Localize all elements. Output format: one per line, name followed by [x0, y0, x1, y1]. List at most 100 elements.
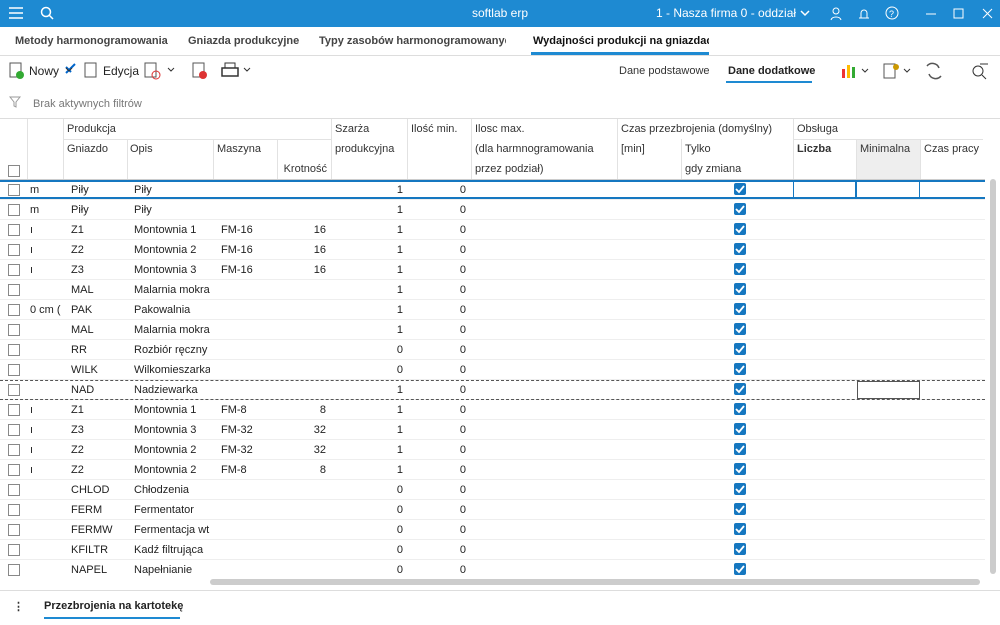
cell[interactable]: MAL — [71, 320, 125, 340]
checkbox-checked[interactable] — [734, 403, 746, 415]
cell[interactable]: FM-16 — [221, 220, 275, 240]
checkbox-checked[interactable] — [734, 563, 746, 575]
cell[interactable]: 0 — [334, 560, 403, 577]
column-header[interactable]: Produkcja — [67, 119, 327, 139]
cell[interactable]: 16 — [280, 260, 326, 280]
row-checkbox[interactable] — [8, 444, 20, 456]
tab-active[interactable]: Wydajności produkcji na gniazdach — [533, 27, 709, 55]
cell[interactable]: ı — [30, 400, 62, 420]
column-header[interactable]: Opis — [130, 139, 210, 159]
cell[interactable]: Montownia 1 — [134, 220, 210, 240]
header-checkbox[interactable] — [8, 165, 20, 177]
cell[interactable]: 0 — [410, 500, 466, 520]
cell[interactable]: 1 — [334, 420, 403, 440]
column-header[interactable]: Ilosc max. — [475, 119, 615, 139]
row-checkbox[interactable] — [8, 364, 20, 376]
cell[interactable]: 0 — [410, 480, 466, 500]
cell[interactable]: RR — [71, 340, 125, 360]
cell[interactable]: 0 — [334, 500, 403, 520]
cell[interactable]: ı — [30, 440, 62, 460]
cell[interactable]: 0 — [410, 540, 466, 560]
row-checkbox[interactable] — [8, 344, 20, 356]
checkbox-checked[interactable] — [734, 283, 746, 295]
cell[interactable]: Z3 — [71, 420, 125, 440]
row-checkbox[interactable] — [8, 524, 20, 536]
checkbox-checked[interactable] — [734, 543, 746, 555]
cell[interactable]: 0 — [410, 240, 466, 260]
column-header[interactable]: Tylko — [685, 139, 785, 159]
checkbox-checked[interactable] — [734, 303, 746, 315]
cell[interactable]: ı — [30, 260, 62, 280]
search-icon[interactable] — [40, 6, 54, 20]
view-basic[interactable]: Dane podstawowe — [619, 63, 710, 79]
scrollbar[interactable] — [210, 579, 980, 585]
column-header[interactable]: przez podział) — [475, 159, 615, 179]
cell[interactable]: 0 — [410, 280, 466, 300]
cell[interactable]: FM-8 — [221, 400, 275, 420]
v-scrollbar[interactable] — [990, 179, 996, 574]
cell[interactable]: ı — [30, 420, 62, 440]
cell[interactable]: 8 — [280, 400, 326, 420]
checkbox-checked[interactable] — [734, 463, 746, 475]
cell[interactable]: KFILTR — [71, 540, 125, 560]
checkbox-checked[interactable] — [734, 423, 746, 435]
cell[interactable]: 1 — [334, 320, 403, 340]
cell[interactable]: ı — [30, 220, 62, 240]
row-checkbox[interactable] — [8, 264, 20, 276]
column-header[interactable]: produkcyjna — [335, 139, 405, 159]
cell[interactable]: 32 — [280, 420, 326, 440]
row-checkbox[interactable] — [8, 544, 20, 556]
cell[interactable]: FM-8 — [221, 460, 275, 480]
checkbox-checked[interactable] — [734, 203, 746, 215]
cell[interactable]: 0 — [334, 360, 403, 380]
cell[interactable]: 0 — [410, 520, 466, 540]
cell[interactable]: CHLOD — [71, 480, 125, 500]
cell[interactable]: 1 — [334, 280, 403, 300]
cell[interactable]: 0 — [334, 520, 403, 540]
cell[interactable]: 0 — [410, 360, 466, 380]
edit-button[interactable]: Edycja — [103, 63, 139, 79]
cell[interactable]: Montownia 3 — [134, 420, 210, 440]
column-header[interactable]: Obsługa — [797, 119, 857, 139]
cell[interactable]: 0 — [410, 460, 466, 480]
checkbox-checked[interactable] — [734, 483, 746, 495]
cell[interactable]: 8 — [280, 460, 326, 480]
cell[interactable]: 1 — [334, 200, 403, 220]
cell[interactable]: Pakowalnia — [134, 300, 210, 320]
chevron[interactable] — [800, 9, 810, 17]
cell[interactable]: 1 — [334, 240, 403, 260]
row-checkbox[interactable] — [8, 324, 20, 336]
checkbox-checked[interactable] — [734, 243, 746, 255]
cell[interactable]: 16 — [280, 240, 326, 260]
cell[interactable]: 16 — [280, 220, 326, 240]
cell[interactable]: Z1 — [71, 220, 125, 240]
cell[interactable]: Chłodzenia — [134, 480, 210, 500]
cell[interactable]: FM-32 — [221, 420, 275, 440]
tab[interactable]: Gniazda produkcyjne — [188, 27, 299, 55]
cell[interactable]: 0 cm ( — [30, 300, 62, 320]
cell[interactable]: Montownia 2 — [134, 460, 210, 480]
cell[interactable]: Wilkomieszarka — [134, 360, 210, 380]
column-header[interactable]: Krotność — [277, 159, 327, 179]
cell[interactable]: Montownia 1 — [134, 400, 210, 420]
cell[interactable]: Piły — [134, 200, 210, 220]
row-checkbox[interactable] — [8, 224, 20, 236]
cell[interactable]: 0 — [410, 560, 466, 577]
cell[interactable]: FM-16 — [221, 240, 275, 260]
cell[interactable]: 1 — [334, 400, 403, 420]
column-header[interactable]: [min] — [621, 139, 679, 159]
row-checkbox[interactable] — [8, 484, 20, 496]
cell[interactable]: 0 — [410, 420, 466, 440]
cell[interactable]: 0 — [410, 300, 466, 320]
more-icon[interactable]: ⋮ — [13, 600, 24, 614]
company[interactable]: 1 - Nasza firma 0 - oddział — [656, 0, 796, 27]
cell[interactable]: Malarnia mokra — [134, 280, 210, 300]
row-checkbox[interactable] — [8, 404, 20, 416]
cell[interactable]: Malarnia mokra — [134, 320, 210, 340]
cell[interactable]: 0 — [410, 260, 466, 280]
cell[interactable]: FERM — [71, 500, 125, 520]
checkbox-checked[interactable] — [734, 503, 746, 515]
cell[interactable]: 0 — [410, 340, 466, 360]
row-checkbox[interactable] — [8, 284, 20, 296]
tab[interactable]: Metody harmonogramowania — [15, 27, 168, 55]
